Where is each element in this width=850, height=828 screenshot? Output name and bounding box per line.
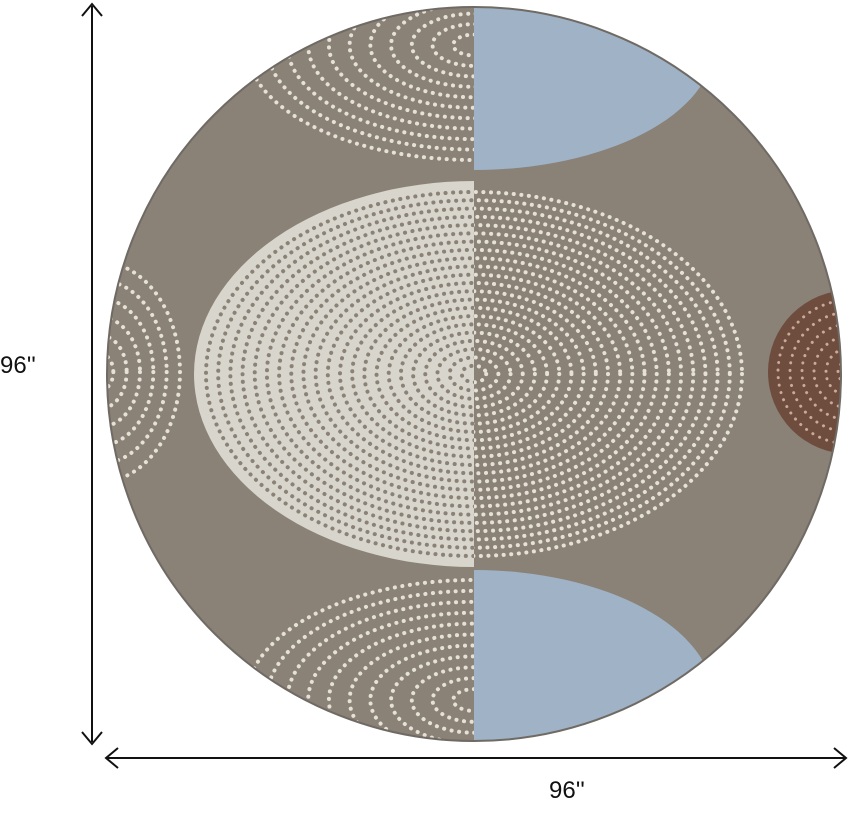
width-arrow	[104, 747, 848, 769]
dotted-ring	[326, 621, 474, 741]
dotted-ring	[474, 322, 550, 426]
dotted-ring	[474, 190, 744, 558]
dotted-ring	[474, 305, 574, 443]
dotted-ring	[812, 334, 841, 410]
dotted-ring	[252, 223, 474, 525]
dotted-ring	[325, 272, 474, 476]
dotted-ring	[474, 281, 610, 467]
dotted-ring	[107, 296, 156, 448]
dotted-ring	[204, 190, 474, 558]
height-label: 96''	[0, 352, 36, 379]
dotted-ring	[430, 22, 474, 68]
dotted-ring	[347, 632, 474, 741]
dotted-ring	[107, 315, 142, 429]
dotted-ring	[423, 338, 474, 410]
dotted-ring	[389, 654, 474, 741]
dotted-ring	[347, 7, 474, 110]
dotted-ring	[474, 239, 671, 509]
dotted-ring	[107, 351, 116, 393]
dotted-ring	[474, 314, 562, 434]
dotted-ring	[474, 330, 537, 418]
dotted-ring	[474, 338, 525, 410]
dotted-ring	[277, 239, 474, 509]
dotted-ring	[107, 260, 182, 484]
dotted-ring	[240, 214, 474, 534]
dotted-ring	[409, 11, 474, 79]
dotted-ring	[474, 355, 501, 393]
dotted-ring	[474, 347, 513, 401]
dotted-ring	[474, 198, 732, 550]
dotted-ring	[409, 665, 474, 735]
dotted-ring	[474, 297, 586, 451]
dotted-ring	[474, 247, 659, 501]
dotted-ring	[474, 223, 696, 525]
dotted-ring	[107, 333, 129, 411]
dotted-ring	[474, 289, 598, 459]
dotted-ring	[374, 305, 474, 443]
dotted-ring	[474, 231, 684, 517]
dotted-ring	[474, 256, 647, 492]
dotted-ring	[824, 346, 841, 398]
height-arrow	[81, 2, 103, 746]
dotted-ring	[836, 358, 841, 386]
dotted-ring	[107, 278, 169, 466]
dotted-ring	[474, 206, 720, 542]
rug-edge	[106, 6, 842, 742]
dotted-ring	[338, 281, 474, 467]
width-label: 96''	[549, 777, 585, 804]
dotted-ring	[368, 7, 474, 100]
dotted-ring	[474, 214, 708, 534]
round-rug	[107, 7, 841, 741]
dotted-ring	[474, 264, 635, 484]
dotted-ring	[474, 363, 489, 385]
dotted-ring	[285, 7, 474, 142]
dotted-ring	[474, 272, 623, 476]
dotted-ring	[800, 322, 841, 422]
